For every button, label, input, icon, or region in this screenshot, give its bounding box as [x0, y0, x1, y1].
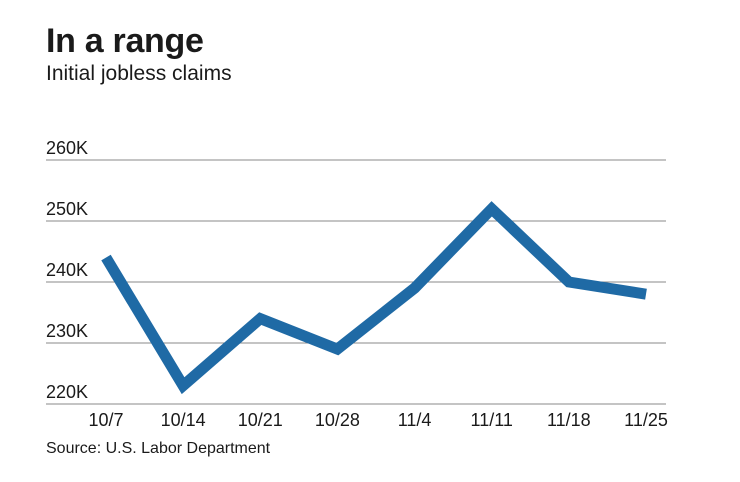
y-tick-label: 230K: [46, 321, 88, 341]
x-tick-label: 11/18: [547, 410, 591, 430]
series-line: [101, 201, 647, 395]
y-axis-ticks: 220K 230K 240K 250K 260K: [46, 138, 88, 402]
y-tick-label: 240K: [46, 260, 88, 280]
x-tick-label: 10/7: [88, 410, 123, 430]
x-tick-label: 11/4: [398, 410, 432, 430]
x-tick-label: 10/28: [315, 410, 360, 430]
y-tick-label: 260K: [46, 138, 88, 158]
source-note: Source: U.S. Labor Department: [46, 440, 271, 457]
y-tick-label: 250K: [46, 199, 88, 219]
x-tick-label: 10/14: [161, 410, 206, 430]
gridlines: [46, 159, 666, 405]
x-tick-label: 11/25: [624, 410, 668, 430]
series-layer: [101, 201, 647, 395]
x-tick-label: 10/21: [238, 410, 283, 430]
chart-title: In a range: [46, 22, 204, 60]
chart-subtitle: Initial jobless claims: [46, 62, 232, 85]
x-tick-label: 11/11: [471, 410, 513, 430]
y-tick-label: 220K: [46, 382, 88, 402]
x-axis-ticks: 10/7 10/14 10/21 10/28 11/4 11/11 11/18 11/25: [88, 410, 667, 430]
